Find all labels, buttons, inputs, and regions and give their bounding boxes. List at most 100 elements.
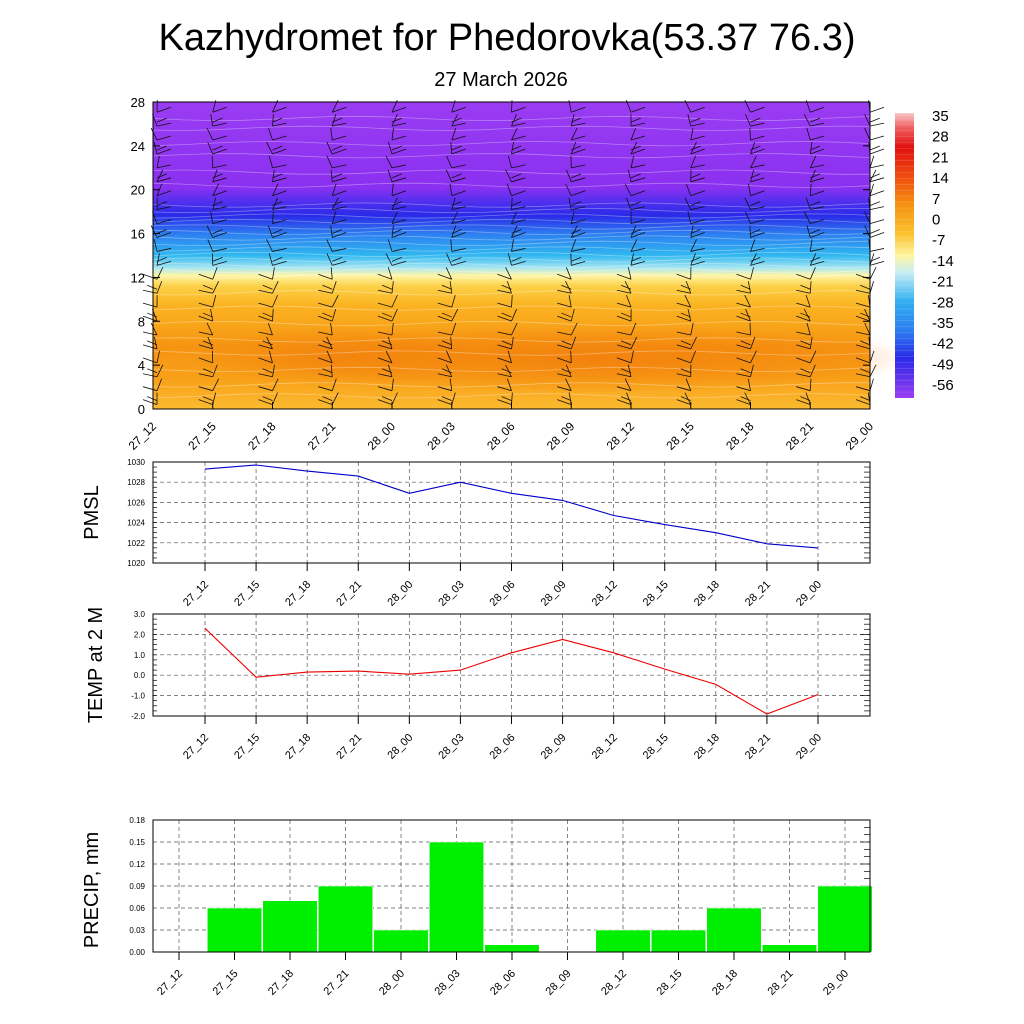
wind-barb — [156, 281, 163, 294]
wind-barb — [391, 177, 407, 183]
wind-barb — [571, 145, 582, 151]
wind-barb — [626, 392, 632, 405]
wind-barb — [864, 113, 871, 127]
wind-barb — [869, 248, 885, 252]
contour-line — [152, 141, 871, 147]
wind-barb — [750, 239, 756, 252]
wind-barb — [451, 148, 466, 155]
wind-barb — [262, 340, 273, 346]
wind-barb — [156, 190, 172, 197]
wind-barb — [810, 145, 821, 151]
wind-barb — [809, 183, 812, 196]
wind-barb — [212, 164, 227, 169]
x-tick-label: 28_18 — [692, 579, 722, 609]
wind-barb — [803, 308, 811, 322]
wind-barb — [690, 135, 705, 141]
wind-barb — [391, 197, 398, 210]
wind-barb — [630, 256, 641, 262]
wind-barb — [750, 253, 757, 266]
wind-barb — [156, 229, 167, 234]
wind-barb — [684, 392, 692, 405]
wind-barb — [153, 336, 158, 350]
wind-barb — [212, 206, 227, 211]
wind-barb — [676, 344, 691, 350]
wind-barb — [267, 225, 273, 238]
x-tick-label: 28_21 — [783, 419, 817, 453]
x-tick-label: 27_12 — [181, 579, 211, 609]
wind-barb — [557, 344, 572, 350]
wind-barb — [810, 173, 821, 179]
colorbar-label: 21 — [932, 149, 949, 166]
wind-barb — [869, 169, 877, 182]
wind-barb — [676, 315, 691, 322]
x-tick-label: 27_12 — [126, 419, 160, 453]
wind-barb — [332, 232, 347, 238]
wind-barb — [451, 256, 462, 262]
wind-barb — [676, 331, 691, 336]
wind-barb — [212, 378, 220, 391]
colorbar-label: -35 — [932, 315, 954, 332]
wind-barb — [855, 302, 871, 308]
y-tick-label: 8 — [138, 314, 145, 329]
wind-barb — [332, 190, 347, 197]
x-tick-label: 28_03 — [436, 732, 466, 762]
wind-barb — [621, 284, 632, 290]
wind-barb — [258, 302, 273, 308]
wind-barb — [676, 289, 691, 294]
wind-barb — [382, 284, 393, 290]
wind-barb — [272, 201, 283, 207]
wind-barb — [318, 373, 333, 378]
x-tick-label: 28_09 — [539, 732, 569, 762]
wind-barb — [810, 229, 821, 234]
wind-barb — [391, 308, 398, 322]
wind-barb — [198, 344, 213, 350]
wind-barb — [690, 106, 705, 113]
wind-barb — [630, 177, 646, 183]
wind-barb — [391, 113, 398, 127]
wind-barb — [676, 386, 691, 392]
wind-barb — [262, 312, 273, 318]
wind-barb — [864, 322, 871, 336]
pmsl-panel: 1020 1022 1024 1026 1028 1030 27_12 27_15 27_18 2… — [81, 458, 871, 609]
wind-barb — [680, 396, 691, 401]
wind-barb — [630, 232, 646, 238]
wind-barb — [855, 289, 871, 294]
wind-barb — [382, 312, 393, 318]
wind-barb — [864, 211, 871, 224]
wind-barb — [147, 284, 158, 290]
wind-barb — [212, 197, 217, 210]
contour-line — [152, 350, 871, 356]
wind-barb — [331, 211, 337, 224]
wind-barb — [387, 141, 393, 155]
wind-barb — [690, 322, 694, 336]
wind-barb — [272, 392, 278, 405]
wind-barb — [391, 211, 398, 224]
wind-barb — [272, 145, 283, 151]
wind-barb — [855, 344, 871, 350]
wind-barb — [690, 190, 705, 197]
wind-barb — [385, 155, 393, 169]
wind-barb — [624, 183, 632, 196]
wind-barb — [803, 113, 811, 127]
wind-barb — [809, 350, 817, 364]
wind-barb — [855, 357, 871, 364]
wind-barb — [449, 281, 453, 294]
contour-line — [152, 182, 871, 188]
wind-barb — [869, 378, 874, 391]
series-line — [204, 627, 819, 715]
wind-barb — [855, 331, 871, 336]
wind-barb — [749, 128, 751, 141]
wind-barb — [391, 219, 407, 224]
wind-barb — [565, 183, 572, 196]
wind-barb — [451, 211, 459, 224]
precip-bar — [262, 900, 318, 953]
wind-barb — [869, 145, 880, 151]
wind-barb — [331, 183, 337, 196]
wind-barb — [750, 267, 754, 280]
wind-barb — [322, 312, 333, 318]
wind-barb — [810, 117, 821, 123]
wind-barb — [736, 315, 751, 322]
wind-barb — [809, 267, 816, 280]
wind-barb — [690, 256, 701, 262]
wind-barb — [680, 368, 691, 374]
